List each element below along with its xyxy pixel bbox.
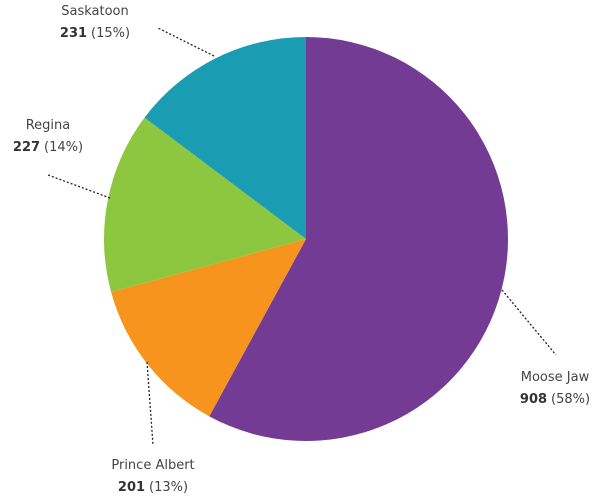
- slice-label: Saskatoon: [61, 4, 129, 19]
- slice-value-label: 201 (13%): [118, 480, 188, 495]
- percent: (14%): [44, 140, 83, 155]
- pie-slice: [111, 239, 306, 417]
- slice-value-label: 231 (15%): [60, 26, 130, 41]
- value: 227: [13, 140, 40, 155]
- leader-line: [157, 27, 215, 57]
- slice-value-label: 908 (58%): [520, 392, 590, 407]
- slice-label: Prince Albert: [111, 458, 194, 473]
- pie-slice: [209, 37, 508, 441]
- slice-label: Moose Jaw: [521, 370, 590, 385]
- value: 201: [118, 480, 145, 495]
- value: 908: [520, 392, 547, 407]
- percent: (58%): [551, 392, 590, 407]
- slice-value-label: 227 (14%): [13, 140, 83, 155]
- pie-slice: [103, 117, 306, 293]
- value: 231: [60, 26, 87, 41]
- leader-line: [47, 174, 111, 199]
- slice-label: Regina: [26, 118, 71, 133]
- leader-line: [501, 289, 557, 356]
- leader-line: [146, 361, 154, 446]
- percent: (13%): [149, 480, 188, 495]
- percent: (15%): [91, 26, 130, 41]
- pie-slice: [144, 37, 306, 239]
